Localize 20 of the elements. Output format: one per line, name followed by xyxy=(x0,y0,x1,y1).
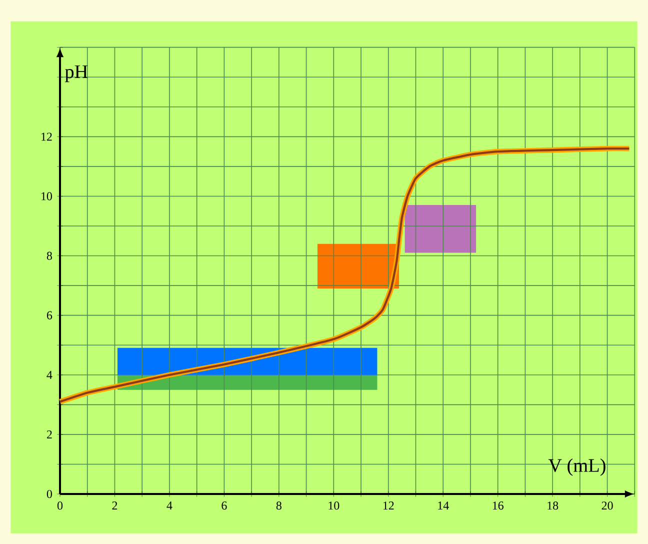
y-tick-label: 10 xyxy=(41,192,52,200)
x-tick-label: 4 xyxy=(166,502,172,510)
y-tick-label: 6 xyxy=(46,311,52,320)
y-tick-label: 4 xyxy=(46,370,52,379)
y-axis-title: pH xyxy=(65,65,88,82)
x-tick-label: 8 xyxy=(276,502,282,510)
x-tick-label: 0 xyxy=(57,502,63,510)
x-axis-title: V (mL) xyxy=(548,458,606,476)
x-tick-label: 14 xyxy=(438,502,449,510)
y-tick-label: 12 xyxy=(41,132,52,141)
y-tick-label: 8 xyxy=(46,252,52,260)
x-tick-label: 18 xyxy=(548,502,558,510)
x-tick-label: 12 xyxy=(383,502,394,510)
y-tick-label: 2 xyxy=(46,430,52,438)
x-tick-label: 16 xyxy=(492,502,504,510)
x-tick-label: 6 xyxy=(222,502,227,510)
x-tick-label: 20 xyxy=(602,502,613,510)
x-tick-label: 10 xyxy=(328,502,340,510)
x-tick-label: 2 xyxy=(112,502,118,510)
y-tick-label: 0 xyxy=(46,490,52,498)
